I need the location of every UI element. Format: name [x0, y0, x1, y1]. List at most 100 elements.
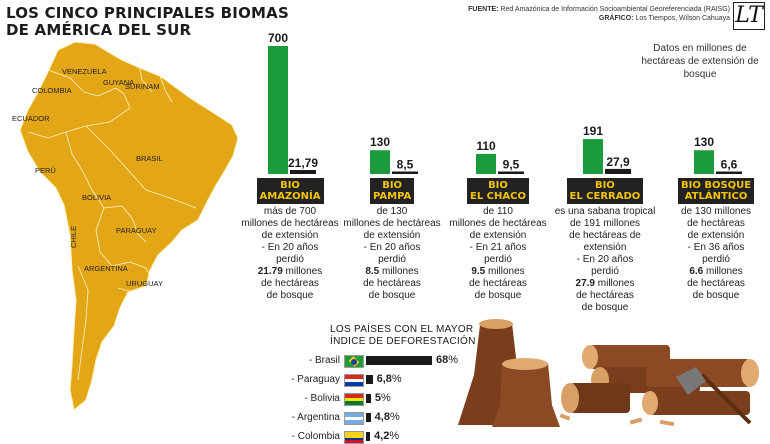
graphic-text: Los Tiempos, Wilson Cahuaya [635, 15, 730, 22]
deforestation-value: 6,8% [377, 373, 402, 386]
bar-loss-label-2: 9,5 [503, 158, 520, 172]
biome-name-line-2: EL CERRADO [569, 191, 641, 202]
description-line: más de 700 [263, 206, 317, 217]
loss-unit: millones [485, 266, 525, 277]
biome-description-0: más de 700 millones de hectáreas de extens… [234, 206, 346, 302]
map-label-paraguay: PARAGUAY [116, 226, 157, 235]
description-line: de bosque [474, 290, 522, 301]
loss-amount: 27.9 [575, 278, 595, 289]
deforestation-number: 68 [436, 354, 449, 366]
tree-stump-2 [492, 358, 560, 427]
biome-name-line-1: BIO [280, 180, 300, 191]
description-line: millones de hectáreas [449, 218, 547, 229]
loss-unit: millones [703, 266, 743, 277]
deforestation-number: 4,8 [374, 411, 390, 423]
description-line: perdió [702, 254, 730, 265]
deforestation-bar [366, 413, 371, 422]
map-label-colombia: COLOMBIA [32, 86, 72, 95]
description-line: de hectáreas [363, 278, 421, 289]
deforestation-title-line-2: ÍNDICE DE DEFORESTACIÓN [330, 336, 476, 347]
flag-colombia-icon [344, 431, 364, 444]
flag-bolivia-icon [344, 393, 364, 406]
graphic-label: GRÁFICO: [598, 15, 634, 22]
biome-name-line-2: AMAZONÍA [259, 191, 321, 202]
bar-loss-label-0: 21,79 [288, 156, 318, 170]
page-title: LOS CINCO PRINCIPALES BIOMAS DE AMÉRICA … [6, 5, 289, 39]
map-label-brasil: BRASIL [136, 154, 163, 163]
description-line: 21.79 millones [234, 266, 346, 278]
description-line: perdió [276, 254, 304, 265]
biome-name-line-1: BIO [488, 180, 508, 191]
description-line: de extensión [469, 230, 527, 241]
deforestation-title-line-1: LOS PAÍSES CON EL MAYOR [330, 324, 474, 335]
percent-sign: % [389, 411, 400, 423]
country-name: - Colombia [291, 431, 340, 442]
description-line: 9.5 millones [446, 266, 550, 278]
deforestation-value: 5% [375, 392, 391, 405]
deforestation-value: 4,2% [374, 430, 399, 443]
credits: FUENTE: Red Amazónica de Información Soc… [468, 5, 730, 23]
bar-total-1 [370, 150, 390, 174]
description-line: 8.5 millones [340, 266, 444, 278]
map-label-peru: PERÚ [35, 166, 56, 175]
description-line: de extensión [261, 230, 319, 241]
bar-total-0 [268, 46, 288, 174]
description-line: es una sabana tropical [554, 206, 656, 217]
description-line: de bosque [266, 290, 314, 301]
map-label-venezuela: VENEZUELA [62, 67, 107, 76]
percent-sign: % [380, 392, 391, 404]
deforestation-number: 4,2 [374, 430, 390, 442]
title-line-1: LOS CINCO PRINCIPALES BIOMAS [6, 4, 289, 22]
description-line: de bosque [581, 302, 629, 313]
bar-loss-label-4: 6,6 [721, 158, 738, 172]
flag-argentina-icon [344, 412, 364, 425]
loss-unit: millones [379, 266, 419, 277]
bar-loss-label-3: 27,9 [606, 155, 630, 169]
description-line: millones de hectáreas [343, 218, 441, 229]
bar-total-label-3: 191 [583, 124, 603, 138]
biome-badge-1: BIO PAMPA [370, 178, 415, 204]
biome-badge-3: BIO EL CERRADO [566, 178, 644, 204]
description-line: de hectáreas [261, 278, 319, 289]
biome-description-1: de 130 millones de hectáreas de extensión -… [340, 206, 444, 302]
biome-bar-chart: 700 21,79 130 8,5 110 9,5 191 27,9 130 6,6 [268, 31, 742, 174]
axe-icon [676, 367, 752, 425]
biome-name-line-1: BIO [594, 180, 615, 191]
description-line: perdió [378, 254, 406, 265]
bar-total-label-0: 700 [268, 31, 288, 45]
map-label-chile: CHILE [69, 226, 78, 248]
biome-badge-4: BIO BOSQUE ATLÁNTICO [678, 178, 755, 204]
biome-description-4: de 130 millones de hectáreas de extensión -… [673, 206, 759, 302]
bar-total-4 [694, 150, 714, 174]
deforestation-bar [366, 375, 373, 384]
wood-chips [559, 413, 675, 427]
map-label-argentina: ARGENTINA [84, 264, 128, 273]
description-line: 6.6 millones [673, 266, 759, 278]
map-label-guyana: GUYANA [103, 78, 134, 87]
deforestation-number: 5 [374, 392, 381, 404]
biome-description-3: es una sabana tropical de 191 millones de … [549, 206, 661, 314]
country-name: - Paraguay [291, 374, 340, 385]
biome-name-line-1: BIO [382, 180, 403, 191]
title-line-2: DE AMÉRICA DEL SUR [6, 21, 192, 39]
deforestation-bar [366, 356, 432, 365]
biome-badge-2: BIO EL CHACO [467, 178, 529, 204]
description-line: - En 36 años [687, 242, 745, 253]
biome-name-line-2: EL CHACO [470, 191, 526, 202]
deforestation-value: 4,8% [375, 411, 400, 424]
description-line: millones de hectáreas [241, 218, 339, 229]
continent-shape [19, 41, 239, 411]
description-line: de 130 [376, 206, 408, 217]
percent-sign: % [448, 354, 459, 366]
country-borders [27, 59, 197, 381]
description-line: perdió [484, 254, 512, 265]
bar-loss-label-1: 8,5 [397, 158, 414, 172]
deforestation-title: LOS PAÍSES CON EL MAYOR ÍNDICE DE DEFORE… [330, 324, 476, 348]
description-line: de 191 millones [569, 218, 641, 229]
description-line: - En 21 años [469, 242, 527, 253]
bar-loss-1 [392, 171, 418, 174]
percent-sign: % [391, 373, 402, 385]
description-line: - En 20 años [576, 254, 634, 265]
loss-amount: 8.5 [365, 266, 380, 277]
country-name: - Argentina [291, 412, 340, 423]
